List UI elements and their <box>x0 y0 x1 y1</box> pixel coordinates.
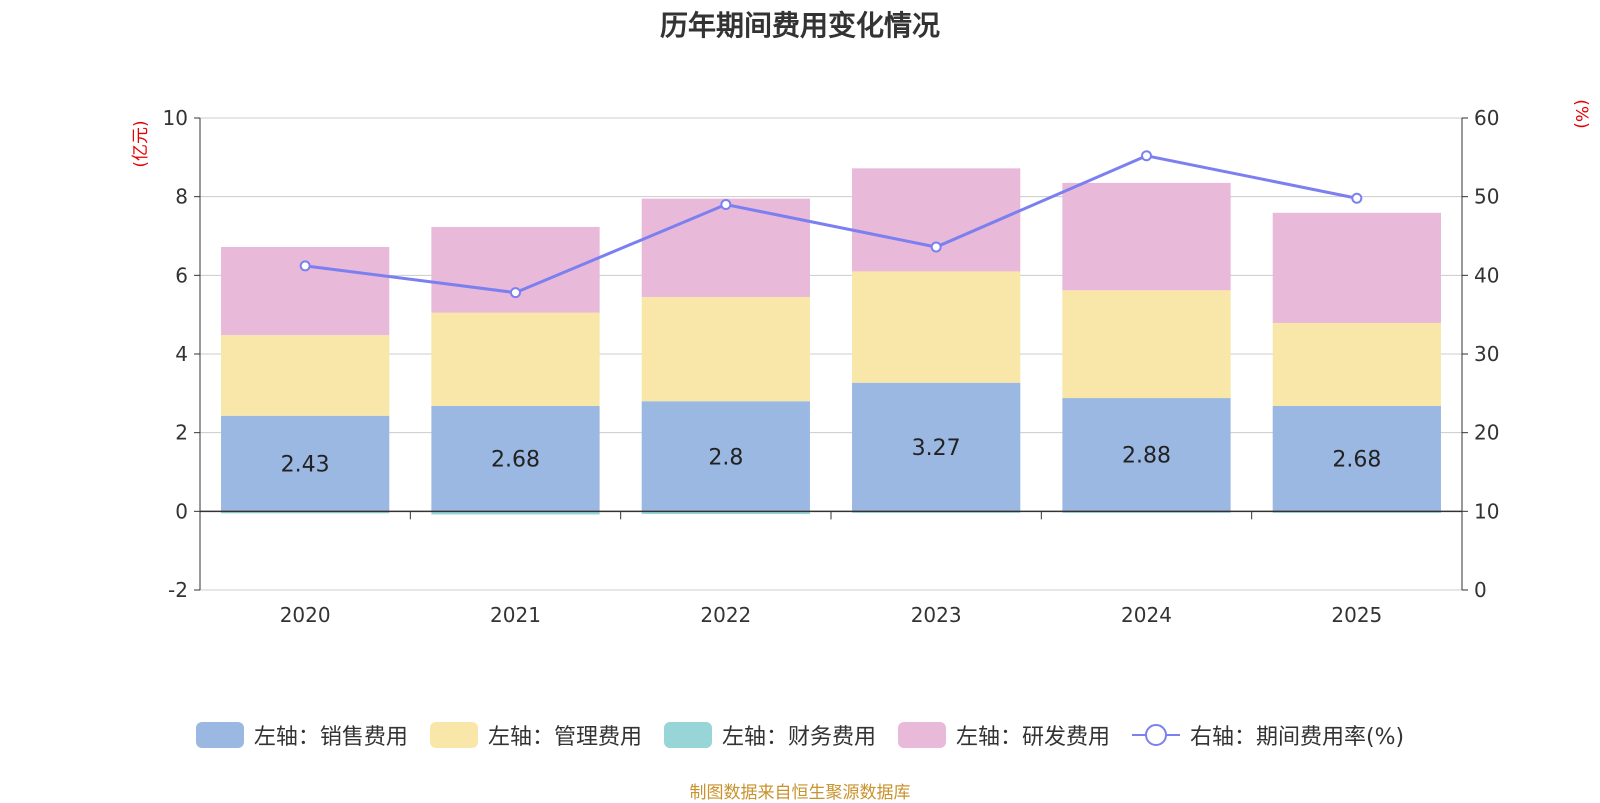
bar-segment <box>852 271 1021 383</box>
bar-segment <box>221 335 390 416</box>
bar-value-label: 2.68 <box>1332 448 1381 473</box>
right-axis-tick-label: 30 <box>1474 342 1499 366</box>
legend-label-rnd: 左轴：研发费用 <box>955 725 1110 750</box>
legend-label-expense-rate: 右轴：期间费用率(%) <box>1189 725 1405 750</box>
legend-swatch-finance <box>663 722 712 748</box>
legend-swatch-rnd <box>897 722 946 748</box>
expense-rate-point <box>299 260 311 272</box>
bar-value-label: 2.68 <box>491 448 540 473</box>
bar-segment <box>641 511 810 515</box>
bar-segment <box>1272 212 1441 323</box>
bar-segment <box>641 296 810 402</box>
legend-item-admin[interactable]: 左轴：管理费用 <box>429 719 642 751</box>
legend-item-finance[interactable]: 左轴：财务费用 <box>663 719 876 751</box>
expense-rate-point <box>720 199 732 211</box>
left-axis-unit-label: (亿元) <box>131 120 151 167</box>
bar-segment <box>641 198 810 297</box>
category-label: 2023 <box>911 603 962 627</box>
bar-segment <box>1272 322 1441 406</box>
bar-segment <box>221 247 390 336</box>
bar-value-label: 2.88 <box>1122 444 1171 469</box>
bar-segment <box>1062 398 1231 512</box>
left-axis-tick-label: 4 <box>175 342 188 366</box>
legend-label-sales: 左轴：销售费用 <box>253 725 408 750</box>
bar-segment <box>431 312 600 406</box>
left-axis-tick-label: 8 <box>175 185 188 209</box>
legend-item-rnd[interactable]: 左轴：研发费用 <box>897 719 1110 751</box>
legend-label-finance: 左轴：财务费用 <box>721 725 876 750</box>
expense-rate-point <box>510 287 521 299</box>
bar-segment <box>221 511 390 514</box>
legend-label-admin: 左轴：管理费用 <box>487 725 642 750</box>
right-axis-tick-label: 20 <box>1474 421 1499 445</box>
right-axis-tick-label: 10 <box>1474 499 1499 523</box>
legend-item-expense-rate[interactable]: 右轴：期间费用率(%) <box>1131 719 1405 751</box>
expense-rate-point <box>930 241 942 253</box>
expense-rate-point <box>1351 192 1363 204</box>
bar-segment <box>852 168 1021 272</box>
category-label: 2021 <box>490 603 541 627</box>
bar-segment <box>431 226 600 313</box>
category-label: 2020 <box>280 603 331 627</box>
right-axis-tick-label: 60 <box>1474 106 1499 130</box>
expense-rate-line <box>304 154 1358 295</box>
left-axis-tick-label: 2 <box>175 421 188 445</box>
category-label: 2022 <box>700 603 751 627</box>
legend: 左轴：销售费用 左轴：管理费用 左轴：财务费用 左轴：研发费用 右轴：期间费用率… <box>0 718 1600 752</box>
bar-segment <box>641 401 810 512</box>
category-label: 2024 <box>1121 603 1172 627</box>
chart-title: 历年期间费用变化情况 <box>659 9 940 42</box>
left-axis-tick-label: -2 <box>168 578 188 602</box>
legend-item-sales[interactable]: 左轴：销售费用 <box>195 719 408 751</box>
bar-segment <box>852 382 1021 512</box>
expense-rate-point <box>1141 150 1152 162</box>
right-axis-tick-label: 0 <box>1474 578 1487 602</box>
legend-swatch-sales <box>195 722 244 748</box>
bar-segment <box>431 405 600 512</box>
bar-segment <box>1272 405 1441 512</box>
right-axis-unit-label: (%) <box>1571 99 1591 128</box>
left-axis-tick-label: 0 <box>175 499 188 523</box>
bar-value-label: 3.27 <box>912 436 961 461</box>
right-axis-tick-label: 50 <box>1474 185 1499 209</box>
category-label: 2025 <box>1331 603 1382 627</box>
source-note: 制图数据来自恒生聚源数据库 <box>689 783 911 803</box>
bar-segment <box>431 511 600 515</box>
bar-segment <box>1062 290 1231 399</box>
left-axis-tick-label: 10 <box>163 106 188 130</box>
left-axis-tick-label: 6 <box>175 263 188 287</box>
legend-swatch-admin <box>429 722 478 748</box>
bar-segment <box>221 415 390 512</box>
legend-line-marker-icon <box>1131 724 1180 746</box>
bar-value-label: 2.8 <box>708 445 743 470</box>
bar-segment <box>1062 182 1231 291</box>
right-axis-tick-label: 40 <box>1474 263 1499 287</box>
bar-value-label: 2.43 <box>281 453 330 478</box>
